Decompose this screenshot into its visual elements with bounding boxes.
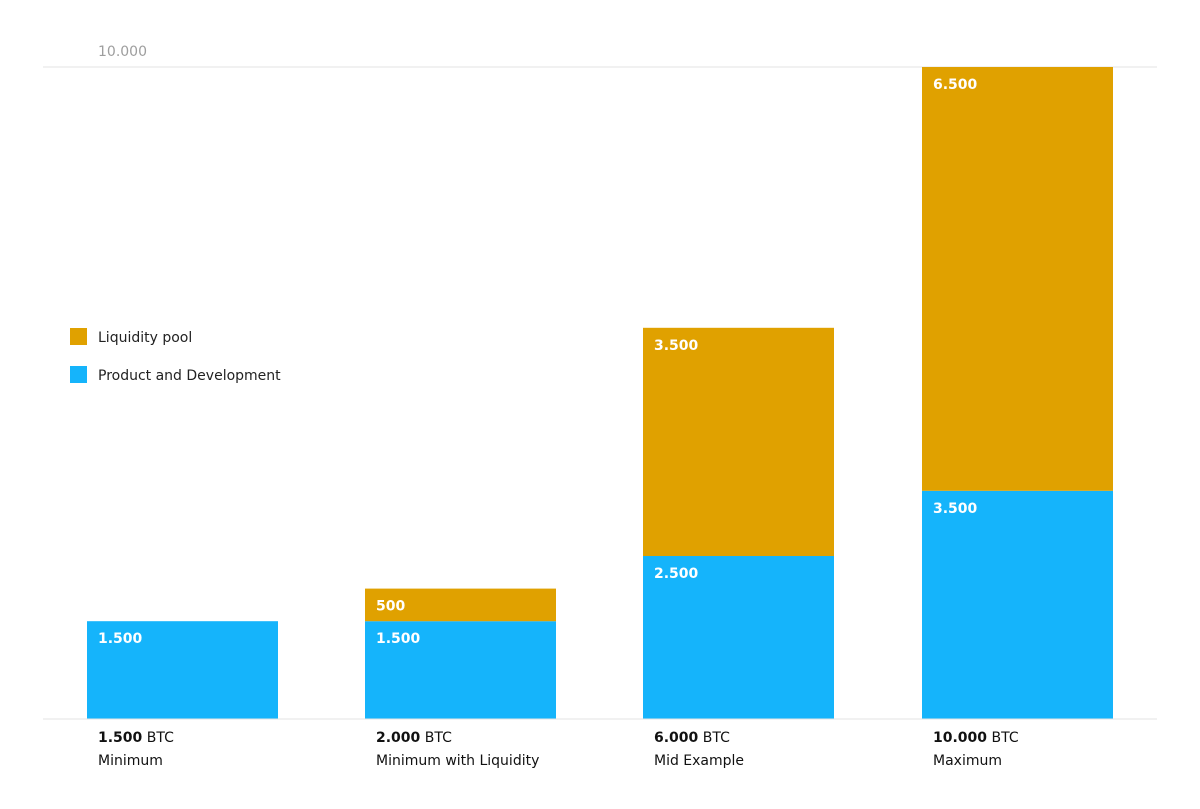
category-total-label: 6.000 BTC: [654, 730, 730, 746]
bar-segment: [643, 556, 834, 719]
bar-value-label: 1.500: [376, 631, 421, 647]
legend: Liquidity pool Product and Development: [70, 328, 281, 384]
legend-label: Liquidity pool: [98, 330, 192, 346]
category-label: Minimum: [98, 753, 163, 769]
bar-value-label: 1.500: [98, 631, 143, 647]
category-label: Mid Example: [654, 753, 744, 769]
bar-segment: [922, 490, 1113, 719]
bar-segment: [643, 327, 834, 556]
legend-swatch: [70, 366, 87, 383]
bar-segment: [87, 621, 278, 719]
category-label: Maximum: [933, 753, 1002, 769]
legend-swatch: [70, 328, 87, 345]
bar-segment: [922, 67, 1113, 491]
bar-value-label: 6.500: [933, 77, 978, 93]
bar-value-label: 2.500: [654, 566, 699, 582]
category-total-label: 10.000 BTC: [933, 730, 1019, 746]
bar-segment: [365, 621, 556, 719]
y-tick-label: 10.000: [98, 44, 147, 60]
x-axis-labels: 1.500 BTC Minimum 2.000 BTC Minimum with Li…: [98, 730, 1019, 769]
category-total-label: 1.500 BTC: [98, 730, 174, 746]
category-label: Minimum with Liquidity: [376, 753, 539, 769]
category-total-label: 2.000 BTC: [376, 730, 452, 746]
bar-value-label: 500: [376, 599, 405, 615]
bars-group: 1.500 1.500 500 2.500 3.500 3.500 6.500: [87, 67, 1113, 719]
bar-value-label: 3.500: [933, 501, 978, 517]
bar-segment: [365, 588, 556, 622]
bar-value-label: 3.500: [654, 338, 699, 354]
legend-label: Product and Development: [98, 368, 281, 384]
